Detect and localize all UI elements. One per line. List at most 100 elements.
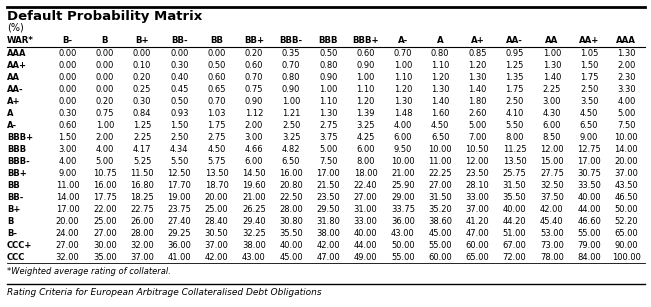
Text: 100.00: 100.00 (612, 252, 641, 262)
Text: A: A (7, 108, 14, 118)
Text: 2.75: 2.75 (319, 121, 338, 130)
Text: 1.40: 1.40 (543, 72, 561, 81)
Text: 0.95: 0.95 (505, 49, 524, 57)
Text: 1.03: 1.03 (208, 108, 226, 118)
Text: 35.20: 35.20 (428, 204, 452, 213)
Text: Default Probability Matrix: Default Probability Matrix (7, 10, 202, 23)
Text: 33.00: 33.00 (465, 192, 490, 201)
Text: 43.00: 43.00 (242, 252, 266, 262)
Text: 1.00: 1.00 (357, 72, 375, 81)
Text: 15.00: 15.00 (540, 157, 564, 165)
Text: 2.50: 2.50 (282, 121, 300, 130)
Text: (%): (%) (7, 22, 23, 32)
Text: B-: B- (7, 228, 17, 238)
Text: BB+: BB+ (7, 169, 27, 177)
Text: CCC: CCC (7, 252, 25, 262)
Text: 38.00: 38.00 (316, 228, 340, 238)
Text: 1.50: 1.50 (580, 60, 598, 69)
Text: 3.25: 3.25 (356, 121, 375, 130)
Text: 10.50: 10.50 (465, 145, 489, 154)
Text: 40.00: 40.00 (503, 204, 527, 213)
Text: 23.50: 23.50 (465, 169, 490, 177)
Text: 6.00: 6.00 (356, 145, 375, 154)
Text: 27.40: 27.40 (167, 216, 191, 226)
Text: 40.00: 40.00 (353, 228, 378, 238)
Text: 5.75: 5.75 (208, 157, 226, 165)
Text: 23.75: 23.75 (167, 204, 191, 213)
Text: 28.40: 28.40 (205, 216, 229, 226)
Text: 27.00: 27.00 (353, 192, 378, 201)
Text: 31.50: 31.50 (428, 192, 452, 201)
Text: 31.50: 31.50 (503, 181, 527, 189)
Text: 0.40: 0.40 (170, 72, 189, 81)
Text: 38.60: 38.60 (428, 216, 452, 226)
Text: 28.10: 28.10 (465, 181, 490, 189)
Text: 1.00: 1.00 (96, 121, 114, 130)
Text: 22.25: 22.25 (428, 169, 452, 177)
Text: 1.30: 1.30 (617, 49, 635, 57)
Text: 21.50: 21.50 (316, 181, 340, 189)
Text: 9.50: 9.50 (394, 145, 412, 154)
Text: 1.20: 1.20 (394, 84, 412, 94)
Text: 7.50: 7.50 (617, 121, 635, 130)
Text: 13.50: 13.50 (503, 157, 527, 165)
Text: 8.00: 8.00 (505, 133, 524, 142)
Text: 46.50: 46.50 (615, 192, 638, 201)
Text: 4.10: 4.10 (505, 108, 524, 118)
Text: 2.50: 2.50 (505, 96, 524, 106)
Text: 0.70: 0.70 (282, 60, 300, 69)
Text: Rating Criteria for European Arbitrage Collateralised Debt Obligations: Rating Criteria for European Arbitrage C… (7, 288, 322, 297)
Text: 1.20: 1.20 (431, 72, 449, 81)
Text: *Weighted average rating of collateral.: *Weighted average rating of collateral. (7, 267, 171, 276)
Text: 0.90: 0.90 (245, 96, 263, 106)
Text: BBB-: BBB- (7, 157, 30, 165)
Text: 1.20: 1.20 (468, 60, 486, 69)
Text: 0.70: 0.70 (208, 96, 226, 106)
Text: 0.70: 0.70 (394, 49, 412, 57)
Text: AA+: AA+ (7, 60, 27, 69)
Text: 26.25: 26.25 (242, 204, 266, 213)
Text: 3.00: 3.00 (59, 145, 77, 154)
Text: 0.70: 0.70 (245, 72, 263, 81)
Text: 41.00: 41.00 (167, 252, 191, 262)
Text: BBB: BBB (318, 36, 338, 45)
Text: 0.00: 0.00 (208, 49, 226, 57)
Text: 17.00: 17.00 (56, 204, 79, 213)
Text: 32.00: 32.00 (130, 240, 154, 250)
Text: 5.00: 5.00 (319, 145, 338, 154)
Text: 55.00: 55.00 (391, 252, 415, 262)
Text: 18.70: 18.70 (204, 181, 229, 189)
Text: 14.00: 14.00 (615, 145, 638, 154)
Text: 30.75: 30.75 (577, 169, 601, 177)
Text: 1.10: 1.10 (357, 84, 375, 94)
Text: A-: A- (398, 36, 408, 45)
Text: 45.00: 45.00 (428, 228, 452, 238)
Text: 0.80: 0.80 (319, 60, 338, 69)
Text: 0.20: 0.20 (133, 72, 151, 81)
Text: 16.00: 16.00 (93, 181, 117, 189)
Text: 0.50: 0.50 (170, 96, 189, 106)
Text: 0.00: 0.00 (96, 72, 114, 81)
Text: 47.00: 47.00 (316, 252, 340, 262)
Text: 1.10: 1.10 (394, 72, 412, 81)
Text: 1.30: 1.30 (394, 96, 412, 106)
Text: BB+: BB+ (244, 36, 264, 45)
Text: 27.00: 27.00 (428, 181, 452, 189)
Text: A+: A+ (7, 96, 20, 106)
Text: 55.00: 55.00 (428, 240, 452, 250)
Text: 28.00: 28.00 (130, 228, 154, 238)
Text: 5.00: 5.00 (617, 108, 635, 118)
Text: 4.50: 4.50 (580, 108, 598, 118)
Text: 2.00: 2.00 (617, 60, 635, 69)
Text: 32.00: 32.00 (56, 252, 79, 262)
Text: 2.60: 2.60 (468, 108, 487, 118)
Text: 37.00: 37.00 (204, 240, 229, 250)
Text: AA-: AA- (7, 84, 23, 94)
Text: 53.00: 53.00 (540, 228, 564, 238)
Text: 46.60: 46.60 (577, 216, 601, 226)
Text: 4.50: 4.50 (208, 145, 226, 154)
Text: 6.00: 6.00 (245, 157, 263, 165)
Text: 0.84: 0.84 (133, 108, 152, 118)
Text: 0.60: 0.60 (59, 121, 77, 130)
Text: 37.00: 37.00 (130, 252, 154, 262)
